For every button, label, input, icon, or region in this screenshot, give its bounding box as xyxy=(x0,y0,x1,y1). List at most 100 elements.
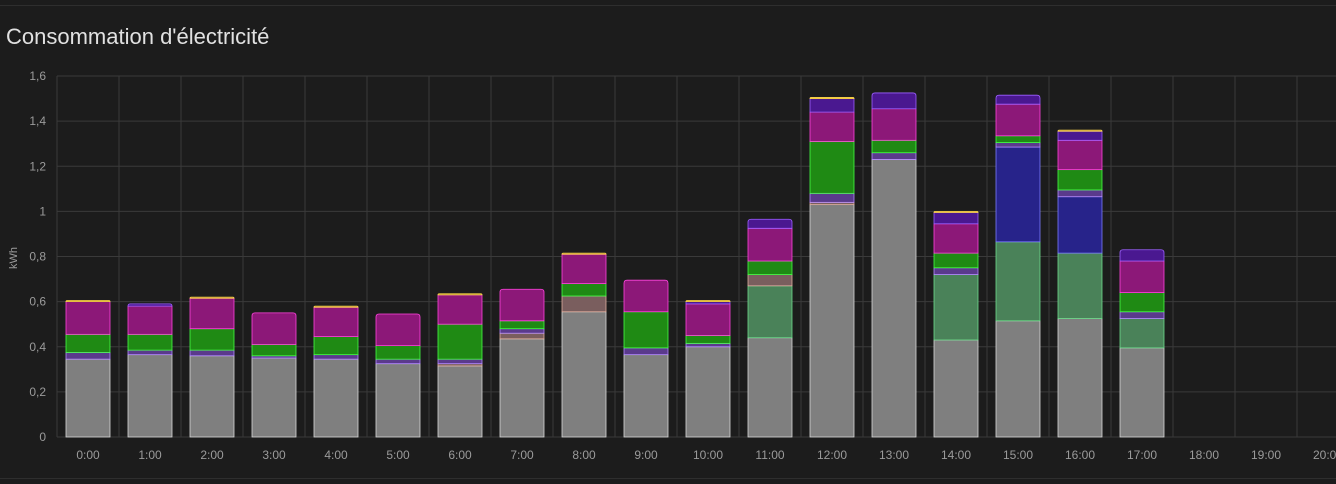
bar-segment[interactable] xyxy=(933,252,979,269)
bar-segment[interactable] xyxy=(499,288,545,322)
bar-segment[interactable] xyxy=(1057,129,1103,132)
bar-segment[interactable] xyxy=(685,335,731,344)
x-tick-label[interactable]: 19:00 xyxy=(1251,448,1281,462)
bar-segment[interactable] xyxy=(65,333,111,353)
x-tick-label[interactable]: 2:00 xyxy=(200,448,224,462)
bar-segment[interactable] xyxy=(1119,311,1165,319)
bar-segment[interactable] xyxy=(871,159,917,438)
bar-segment[interactable] xyxy=(127,303,173,307)
bar-segment[interactable] xyxy=(499,338,545,438)
x-tick-label[interactable]: 3:00 xyxy=(262,448,286,462)
bar-segment[interactable] xyxy=(561,283,607,297)
bar-segment[interactable] xyxy=(809,204,855,438)
bar-segment[interactable] xyxy=(65,358,111,438)
bar-segment[interactable] xyxy=(65,300,111,303)
bar-segment[interactable] xyxy=(685,342,731,348)
bar-segment[interactable] xyxy=(933,210,979,213)
bar-segment[interactable] xyxy=(65,301,111,335)
bar-segment[interactable] xyxy=(127,305,173,335)
bar-segment[interactable] xyxy=(1057,139,1103,171)
bar-segment[interactable] xyxy=(313,305,359,308)
bar-segment[interactable] xyxy=(871,92,917,110)
bar-segment[interactable] xyxy=(313,354,359,360)
bar-segment[interactable] xyxy=(995,135,1041,143)
bar-segment[interactable] xyxy=(437,323,483,360)
bar-segment[interactable] xyxy=(871,152,917,160)
bar-segment[interactable] xyxy=(313,336,359,356)
bar-segment[interactable] xyxy=(189,296,235,299)
bar-segment[interactable] xyxy=(1119,347,1165,438)
bar-segment[interactable] xyxy=(933,212,979,225)
bar-segment[interactable] xyxy=(437,358,483,365)
bar-segment[interactable] xyxy=(685,303,731,336)
bar-segment[interactable] xyxy=(127,349,173,356)
bar-segment[interactable] xyxy=(995,142,1041,148)
bar-segment[interactable] xyxy=(933,274,979,341)
bar-segment[interactable] xyxy=(1057,252,1103,319)
bar-segment[interactable] xyxy=(251,312,297,345)
bar-segment[interactable] xyxy=(747,337,793,438)
bar-segment[interactable] xyxy=(437,365,483,438)
x-tick-label[interactable]: 8:00 xyxy=(572,448,596,462)
bar-segment[interactable] xyxy=(189,355,235,438)
bar-segment[interactable] xyxy=(623,279,669,313)
bar-segment[interactable] xyxy=(189,297,235,330)
bar-segment[interactable] xyxy=(623,354,669,438)
bar-segment[interactable] xyxy=(1119,292,1165,313)
bar-segment[interactable] xyxy=(933,339,979,438)
bar-segment[interactable] xyxy=(499,332,545,340)
bar-segment[interactable] xyxy=(871,108,917,141)
bar-segment[interactable] xyxy=(995,241,1041,322)
x-tick-label[interactable]: 11:00 xyxy=(755,448,784,462)
bar-segment[interactable] xyxy=(375,358,421,365)
bar-segment[interactable] xyxy=(685,346,731,438)
bar-segment[interactable] xyxy=(809,111,855,142)
bar-segment[interactable] xyxy=(809,98,855,113)
x-tick-label[interactable]: 18:00 xyxy=(1189,448,1219,462)
x-tick-label[interactable]: 7:00 xyxy=(510,448,534,462)
bar-segment[interactable] xyxy=(623,347,669,356)
x-tick-label[interactable]: 17:00 xyxy=(1127,448,1157,462)
x-tick-label[interactable]: 1:00 xyxy=(138,448,162,462)
bar-segment[interactable] xyxy=(499,328,545,334)
x-tick-label[interactable]: 6:00 xyxy=(448,448,472,462)
bar-segment[interactable] xyxy=(313,358,359,438)
bar-segment[interactable] xyxy=(313,306,359,337)
bar-segment[interactable] xyxy=(437,293,483,296)
x-tick-label[interactable]: 16:00 xyxy=(1065,448,1095,462)
bar-segment[interactable] xyxy=(747,285,793,339)
bar-segment[interactable] xyxy=(189,349,235,357)
bar-segment[interactable] xyxy=(685,300,731,303)
bar-segment[interactable] xyxy=(995,320,1041,438)
bar-segment[interactable] xyxy=(561,253,607,284)
bar-segment[interactable] xyxy=(127,333,173,351)
bar-segment[interactable] xyxy=(933,267,979,275)
bar-segment[interactable] xyxy=(1119,249,1165,262)
bar-segment[interactable] xyxy=(809,97,855,99)
bar-segment[interactable] xyxy=(623,311,669,349)
bar-segment[interactable] xyxy=(1057,189,1103,198)
bar-segment[interactable] xyxy=(499,320,545,330)
bar-segment[interactable] xyxy=(375,345,421,360)
bar-segment[interactable] xyxy=(1057,318,1103,438)
x-tick-label[interactable]: 4:00 xyxy=(324,448,348,462)
bar-segment[interactable] xyxy=(995,103,1041,137)
x-tick-label[interactable]: 10:00 xyxy=(693,448,723,462)
x-tick-label[interactable]: 12:00 xyxy=(817,448,847,462)
bar-segment[interactable] xyxy=(809,141,855,194)
bar-segment[interactable] xyxy=(747,227,793,262)
bar-segment[interactable] xyxy=(375,313,421,347)
bar-segment[interactable] xyxy=(561,252,607,255)
x-tick-label[interactable]: 20:00 xyxy=(1313,448,1336,462)
bar-segment[interactable] xyxy=(1057,169,1103,191)
bar-segment[interactable] xyxy=(995,94,1041,105)
bar-segment[interactable] xyxy=(933,223,979,254)
x-tick-label[interactable]: 5:00 xyxy=(386,448,410,462)
bar-segment[interactable] xyxy=(1119,318,1165,349)
bar-segment[interactable] xyxy=(747,218,793,229)
x-tick-label[interactable]: 13:00 xyxy=(879,448,909,462)
x-tick-label[interactable]: 9:00 xyxy=(634,448,658,462)
bar-segment[interactable] xyxy=(561,295,607,313)
bar-segment[interactable] xyxy=(251,344,297,357)
bar-segment[interactable] xyxy=(747,274,793,287)
